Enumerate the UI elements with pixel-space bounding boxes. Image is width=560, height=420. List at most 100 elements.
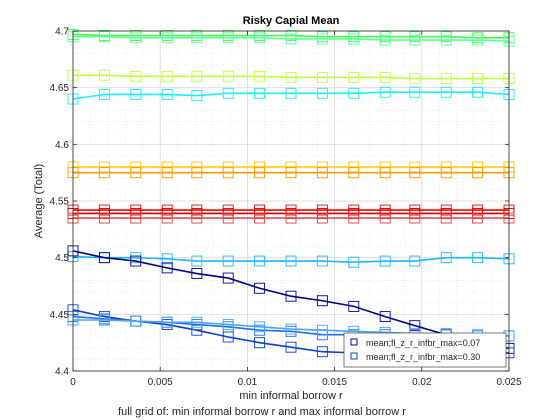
data-point-marker (254, 70, 266, 82)
data-point-marker (348, 87, 360, 99)
data-point-marker (222, 87, 234, 99)
data-point-marker (409, 34, 421, 46)
data-point-marker (316, 167, 328, 179)
x-tick-label: 0.02 (412, 377, 432, 388)
data-point-marker (98, 167, 110, 179)
data-point-marker (440, 34, 452, 46)
data-point-marker (222, 212, 234, 224)
data-point-marker (98, 212, 110, 224)
data-point-marker (285, 290, 297, 302)
series-line (72, 250, 510, 350)
data-point-marker (254, 167, 266, 179)
data-point-marker (379, 34, 391, 46)
data-point-marker (440, 252, 452, 264)
data-point-marker (191, 32, 203, 44)
data-point-marker (348, 212, 360, 224)
legend-label-2: mean;fl_z_r_infbr_max=0.30 (366, 352, 480, 362)
data-point-marker (285, 33, 297, 45)
data-point-marker (285, 167, 297, 179)
ticks: 0 0.005 0.01 0.015 0.02 0.025 4.4 4.45 4.5 4.55 4.… (50, 27, 522, 389)
data-point-marker (222, 272, 234, 284)
data-point-marker (472, 167, 484, 179)
data-point-marker (161, 89, 173, 100)
x-tick-label: 0 (70, 377, 76, 388)
figure-subtitle: full grid of: min informal borrow r and … (118, 406, 406, 418)
data-point-marker (472, 212, 484, 224)
data-point-marker (348, 256, 360, 268)
data-point-marker (130, 32, 142, 44)
data-point-marker (348, 33, 360, 45)
data-point-marker (316, 255, 328, 267)
data-point-marker (161, 253, 173, 265)
data-point-marker (409, 73, 421, 85)
data-point-marker (98, 69, 110, 81)
series-line (72, 33, 509, 39)
chart-title: Risky Capial Mean (243, 15, 340, 27)
data-point-marker (409, 167, 421, 179)
data-point-marker (130, 167, 142, 179)
x-tick-label: 0.005 (148, 377, 173, 388)
data-point-marker (222, 70, 234, 82)
data-point-marker (191, 212, 203, 224)
data-point-marker (191, 268, 203, 279)
data-point-marker (409, 86, 421, 98)
legend: mean;fl_z_r_infbr_max=0.07 mean;fl_z_r_i… (343, 332, 507, 368)
series-line (73, 74, 509, 80)
data-point-marker (161, 167, 173, 179)
data-point-marker (191, 316, 203, 328)
data-point-marker (130, 70, 142, 82)
legend-label-1: mean;fl_z_r_infbr_max=0.07 (366, 338, 480, 348)
data-point-marker (316, 72, 328, 83)
data-point-marker (254, 255, 266, 267)
data-point-marker (285, 72, 297, 83)
data-point-marker (440, 212, 452, 224)
data-point-marker (379, 212, 391, 224)
data-point-marker (191, 90, 203, 102)
data-point-marker (316, 33, 328, 45)
data-point-marker (161, 316, 173, 328)
data-point-marker (316, 295, 328, 307)
x-axis-label: min informal borrow r (239, 390, 343, 402)
data-point-marker (254, 321, 266, 333)
data-point-marker (379, 311, 391, 323)
data-point-marker (130, 212, 142, 224)
series-line (72, 255, 510, 264)
series-6 (67, 167, 515, 179)
data-point-marker (254, 32, 266, 44)
data-point-marker (285, 87, 297, 99)
series-line (72, 91, 510, 100)
data-point-marker (254, 87, 266, 99)
data-point-marker (191, 255, 203, 267)
data-point-marker (316, 346, 328, 358)
data-point-marker (254, 337, 266, 349)
data-point-marker (472, 86, 484, 98)
y-tick-label: 4.5 (55, 253, 69, 264)
data-point-marker (130, 89, 142, 100)
data-point-marker (98, 314, 110, 326)
data-point-marker (285, 255, 297, 267)
data-point-marker (379, 255, 391, 267)
data-point-marker (222, 32, 234, 44)
series-9 (67, 212, 515, 224)
data-point-marker (285, 341, 297, 353)
data-point-marker (191, 167, 203, 179)
y-tick-label: 4.45 (50, 310, 70, 321)
data-point-marker (440, 86, 452, 98)
data-point-marker (254, 282, 266, 294)
data-point-marker (254, 212, 266, 224)
data-point-marker (409, 255, 421, 267)
x-tick-label: 0.015 (322, 377, 347, 388)
data-point-marker (440, 73, 452, 85)
data-point-marker (130, 255, 142, 267)
data-point-marker (98, 31, 110, 43)
data-point-marker (130, 315, 142, 327)
data-point-marker (285, 212, 297, 224)
data-point-marker (348, 72, 360, 83)
data-point-marker (161, 262, 173, 274)
data-point-marker (472, 73, 484, 85)
y-tick-label: 4.7 (55, 27, 69, 38)
x-tick-label: 0.025 (496, 377, 521, 388)
data-point-marker (285, 323, 297, 335)
legend-box (343, 332, 507, 368)
